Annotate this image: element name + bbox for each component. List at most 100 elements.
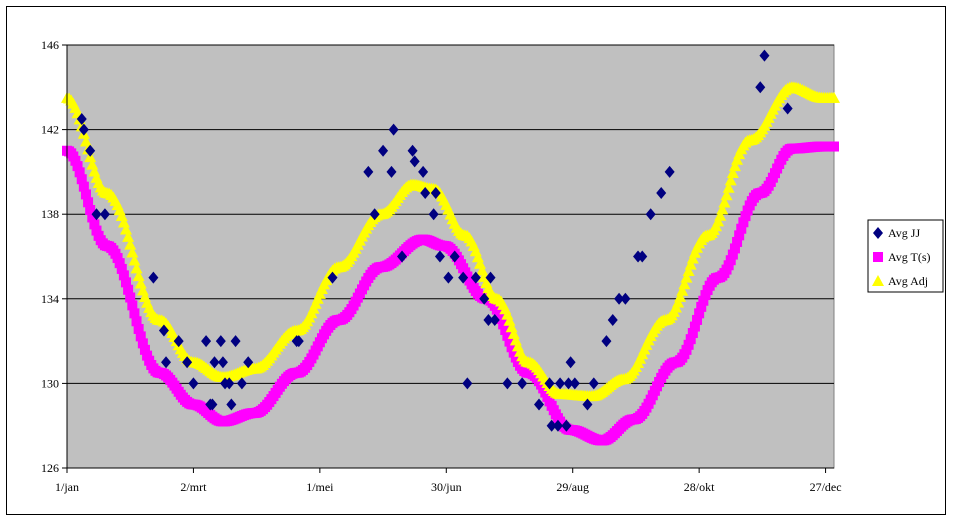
point-diamond — [458, 271, 469, 284]
point-square — [734, 230, 745, 241]
legend: Avg JJ Avg T(s) Avg Adj — [867, 219, 944, 293]
y-tick-label: 142 — [41, 123, 59, 137]
point-diamond — [188, 377, 199, 390]
point-diamond — [85, 144, 96, 157]
point-square — [692, 314, 703, 325]
point-diamond — [230, 335, 241, 348]
x-tick-label: 27/dec — [810, 480, 842, 494]
point-diamond — [434, 250, 445, 263]
point-diamond — [620, 292, 631, 305]
point-diamond — [561, 419, 572, 432]
point-diamond — [78, 123, 89, 136]
point-triangle — [731, 153, 744, 165]
x-tick-label: 2/mrt — [180, 480, 207, 494]
point-diamond — [407, 144, 418, 157]
point-triangle — [828, 91, 840, 103]
point-square — [76, 174, 87, 185]
point-square — [723, 260, 734, 271]
point-diamond — [428, 208, 439, 221]
point-triangle — [132, 270, 145, 282]
point-diamond — [502, 377, 513, 390]
point-triangle — [728, 160, 741, 172]
point-square — [135, 331, 146, 342]
x-tick-label: 30/jun — [431, 480, 462, 494]
axes: 126 130 134 138 142 146 1/jan 2/mrt 1/mei 30/jun 2… — [41, 38, 842, 494]
point-square — [74, 167, 85, 178]
point-square — [742, 205, 753, 216]
point-triangle — [120, 223, 132, 235]
point-square — [116, 263, 127, 274]
x-tick-label: 1/jan — [55, 480, 79, 494]
point-square — [139, 344, 150, 355]
y-tick-label: 126 — [41, 461, 59, 475]
point-diamond — [91, 208, 102, 221]
point-square — [729, 243, 740, 254]
point-square — [78, 181, 89, 192]
point-diamond — [386, 165, 397, 178]
point-triangle — [722, 181, 735, 193]
point-square — [123, 284, 134, 295]
point-diamond — [607, 313, 618, 326]
point-diamond — [483, 313, 494, 326]
legend-label: Avg T(s) — [888, 250, 931, 264]
point-diamond — [430, 187, 441, 200]
point-diamond — [224, 377, 235, 390]
point-diamond — [158, 324, 169, 337]
point-square — [736, 223, 747, 234]
point-triangle — [676, 284, 689, 296]
point-square — [694, 308, 705, 319]
point-diamond — [470, 271, 481, 284]
point-diamond — [462, 377, 473, 390]
point-square — [504, 336, 515, 347]
point-diamond — [207, 398, 218, 411]
point-triangle — [674, 290, 687, 302]
point-triangle — [134, 277, 147, 289]
point-diamond — [645, 208, 656, 221]
point-diamond — [397, 250, 408, 263]
point-triangle — [128, 254, 141, 266]
point-triangle — [684, 258, 697, 270]
point-diamond — [759, 49, 770, 62]
point-diamond — [243, 356, 254, 369]
point-diamond — [418, 165, 429, 178]
point-square — [725, 255, 736, 266]
point-diamond — [209, 356, 220, 369]
point-diamond — [582, 398, 593, 411]
point-diamond — [485, 271, 496, 284]
point-triangle — [714, 209, 727, 221]
y-tick-label: 130 — [41, 376, 59, 390]
point-diamond — [637, 250, 648, 263]
point-square — [685, 334, 696, 345]
point-diamond — [293, 335, 304, 348]
series-2 — [61, 81, 840, 402]
point-diamond — [327, 271, 338, 284]
point-diamond — [99, 208, 110, 221]
point-triangle — [720, 189, 733, 201]
point-triangle — [712, 215, 725, 227]
series-0 — [76, 49, 793, 432]
point-diamond — [217, 356, 228, 369]
point-square — [83, 197, 94, 208]
point-diamond — [782, 102, 793, 115]
point-triangle — [86, 158, 99, 170]
point-triangle — [130, 262, 143, 274]
point-square — [70, 155, 81, 166]
point-diamond — [161, 356, 172, 369]
point-triangle — [505, 321, 518, 333]
point-diamond — [182, 356, 193, 369]
point-diamond — [534, 398, 544, 411]
point-diamond — [409, 155, 420, 168]
point-square — [500, 325, 511, 336]
point-diamond — [563, 377, 574, 390]
legend-marker-square — [873, 252, 883, 262]
point-square — [127, 300, 138, 311]
point-square — [738, 217, 749, 228]
y-tick-label: 134 — [41, 292, 59, 306]
legend-label: Avg Adj — [888, 274, 928, 288]
point-diamond — [443, 271, 454, 284]
point-square — [72, 161, 83, 172]
x-tick-label: 29/aug — [556, 480, 589, 494]
point-square — [496, 314, 507, 325]
point-diamond — [546, 419, 557, 432]
